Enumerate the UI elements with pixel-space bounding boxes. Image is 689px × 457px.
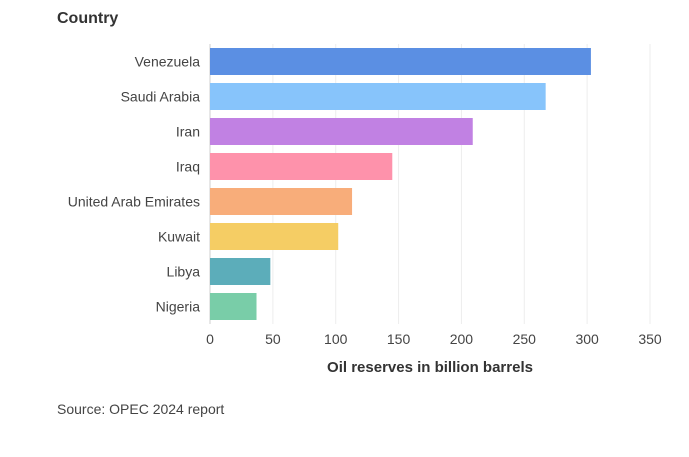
x-axis-title: Oil reserves in billion barrels xyxy=(327,359,533,376)
bars xyxy=(210,48,591,320)
category-label: Venezuela xyxy=(135,54,201,70)
x-tick-labels: 0 50 100 150 200 250 300 350 xyxy=(206,331,662,347)
x-tick-label: 0 xyxy=(206,331,214,347)
category-label: Kuwait xyxy=(158,229,200,245)
category-label: Libya xyxy=(167,264,201,280)
bar-nigeria[interactable] xyxy=(210,293,257,320)
x-tick-label: 350 xyxy=(638,331,662,347)
category-label: Iraq xyxy=(176,159,200,175)
x-tick-label: 150 xyxy=(387,331,411,347)
source-note: Source: OPEC 2024 report xyxy=(57,401,225,417)
x-tick-label: 50 xyxy=(265,331,281,347)
category-label: Nigeria xyxy=(156,299,201,315)
x-tick-label: 300 xyxy=(575,331,599,347)
x-tick-label: 200 xyxy=(450,331,474,347)
bar-iran[interactable] xyxy=(210,118,473,145)
bar-venezuela[interactable] xyxy=(210,48,591,75)
bar-united-arab-emirates[interactable] xyxy=(210,188,353,215)
bar-libya[interactable] xyxy=(210,258,271,285)
bar-saudi-arabia[interactable] xyxy=(210,83,546,110)
bar-iraq[interactable] xyxy=(210,153,393,180)
bar-kuwait[interactable] xyxy=(210,223,339,250)
y-axis-title: Country xyxy=(57,10,119,27)
gridlines xyxy=(209,44,651,324)
category-label: United Arab Emirates xyxy=(68,194,200,210)
category-label: Saudi Arabia xyxy=(121,89,201,105)
category-label: Iran xyxy=(176,124,200,140)
category-labels: Venezuela Saudi Arabia Iran Iraq United Arab… xyxy=(68,54,201,315)
x-tick-label: 100 xyxy=(324,331,348,347)
x-tick-label: 250 xyxy=(513,331,537,347)
